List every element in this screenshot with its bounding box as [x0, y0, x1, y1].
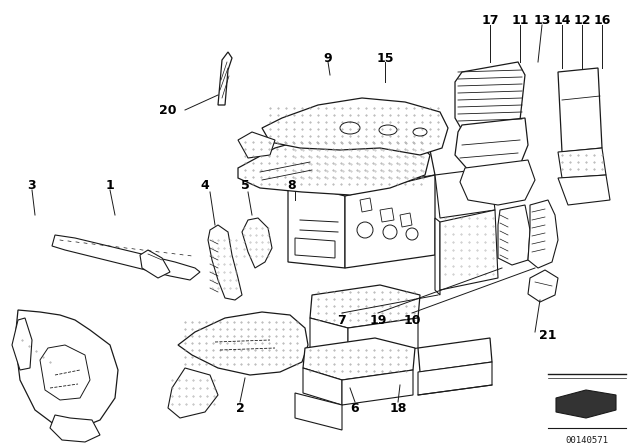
Text: 00140571: 00140571	[566, 436, 609, 445]
Polygon shape	[295, 393, 342, 430]
Text: 20: 20	[159, 103, 177, 116]
Text: 21: 21	[540, 328, 557, 341]
Polygon shape	[400, 213, 412, 227]
Polygon shape	[558, 148, 606, 178]
Polygon shape	[208, 225, 242, 300]
Polygon shape	[418, 338, 492, 372]
Text: 4: 4	[200, 178, 209, 191]
Text: 19: 19	[369, 314, 387, 327]
Polygon shape	[380, 208, 394, 222]
Text: 13: 13	[533, 13, 550, 26]
Polygon shape	[50, 415, 100, 442]
Polygon shape	[558, 175, 610, 205]
Polygon shape	[12, 318, 32, 370]
Polygon shape	[440, 210, 498, 290]
Text: 7: 7	[338, 314, 346, 327]
Polygon shape	[435, 218, 440, 295]
Polygon shape	[498, 205, 530, 265]
Polygon shape	[455, 62, 525, 130]
Text: 11: 11	[511, 13, 529, 26]
Text: 12: 12	[573, 13, 591, 26]
Polygon shape	[262, 98, 448, 155]
Text: 17: 17	[481, 13, 499, 26]
Polygon shape	[418, 362, 492, 395]
Text: 14: 14	[553, 13, 571, 26]
Polygon shape	[556, 390, 616, 418]
Polygon shape	[528, 200, 558, 268]
Polygon shape	[558, 68, 602, 152]
Polygon shape	[40, 345, 90, 400]
Polygon shape	[342, 370, 413, 405]
Polygon shape	[242, 218, 272, 268]
Polygon shape	[218, 52, 232, 105]
Text: 18: 18	[389, 401, 406, 414]
Text: 10: 10	[403, 314, 420, 327]
Polygon shape	[345, 175, 435, 268]
Polygon shape	[435, 168, 495, 218]
Polygon shape	[528, 270, 558, 302]
Text: 2: 2	[236, 401, 244, 414]
Polygon shape	[310, 285, 420, 328]
Polygon shape	[288, 182, 345, 268]
Polygon shape	[360, 198, 372, 212]
Text: 1: 1	[106, 178, 115, 191]
Polygon shape	[295, 238, 335, 258]
Text: 6: 6	[351, 401, 359, 414]
Polygon shape	[168, 368, 218, 418]
Polygon shape	[288, 142, 435, 190]
Polygon shape	[303, 368, 342, 405]
Polygon shape	[303, 338, 415, 380]
Text: 8: 8	[288, 178, 296, 191]
Text: 3: 3	[28, 178, 36, 191]
Polygon shape	[348, 318, 418, 358]
Polygon shape	[238, 132, 275, 158]
Polygon shape	[15, 310, 118, 428]
Polygon shape	[52, 235, 200, 280]
Text: 16: 16	[593, 13, 611, 26]
Polygon shape	[460, 160, 535, 205]
Text: 9: 9	[324, 52, 332, 65]
Text: 15: 15	[376, 52, 394, 65]
Text: 5: 5	[241, 178, 250, 191]
Polygon shape	[238, 132, 430, 195]
Polygon shape	[178, 312, 308, 375]
Polygon shape	[310, 318, 348, 358]
Polygon shape	[455, 118, 528, 175]
Polygon shape	[140, 250, 170, 278]
